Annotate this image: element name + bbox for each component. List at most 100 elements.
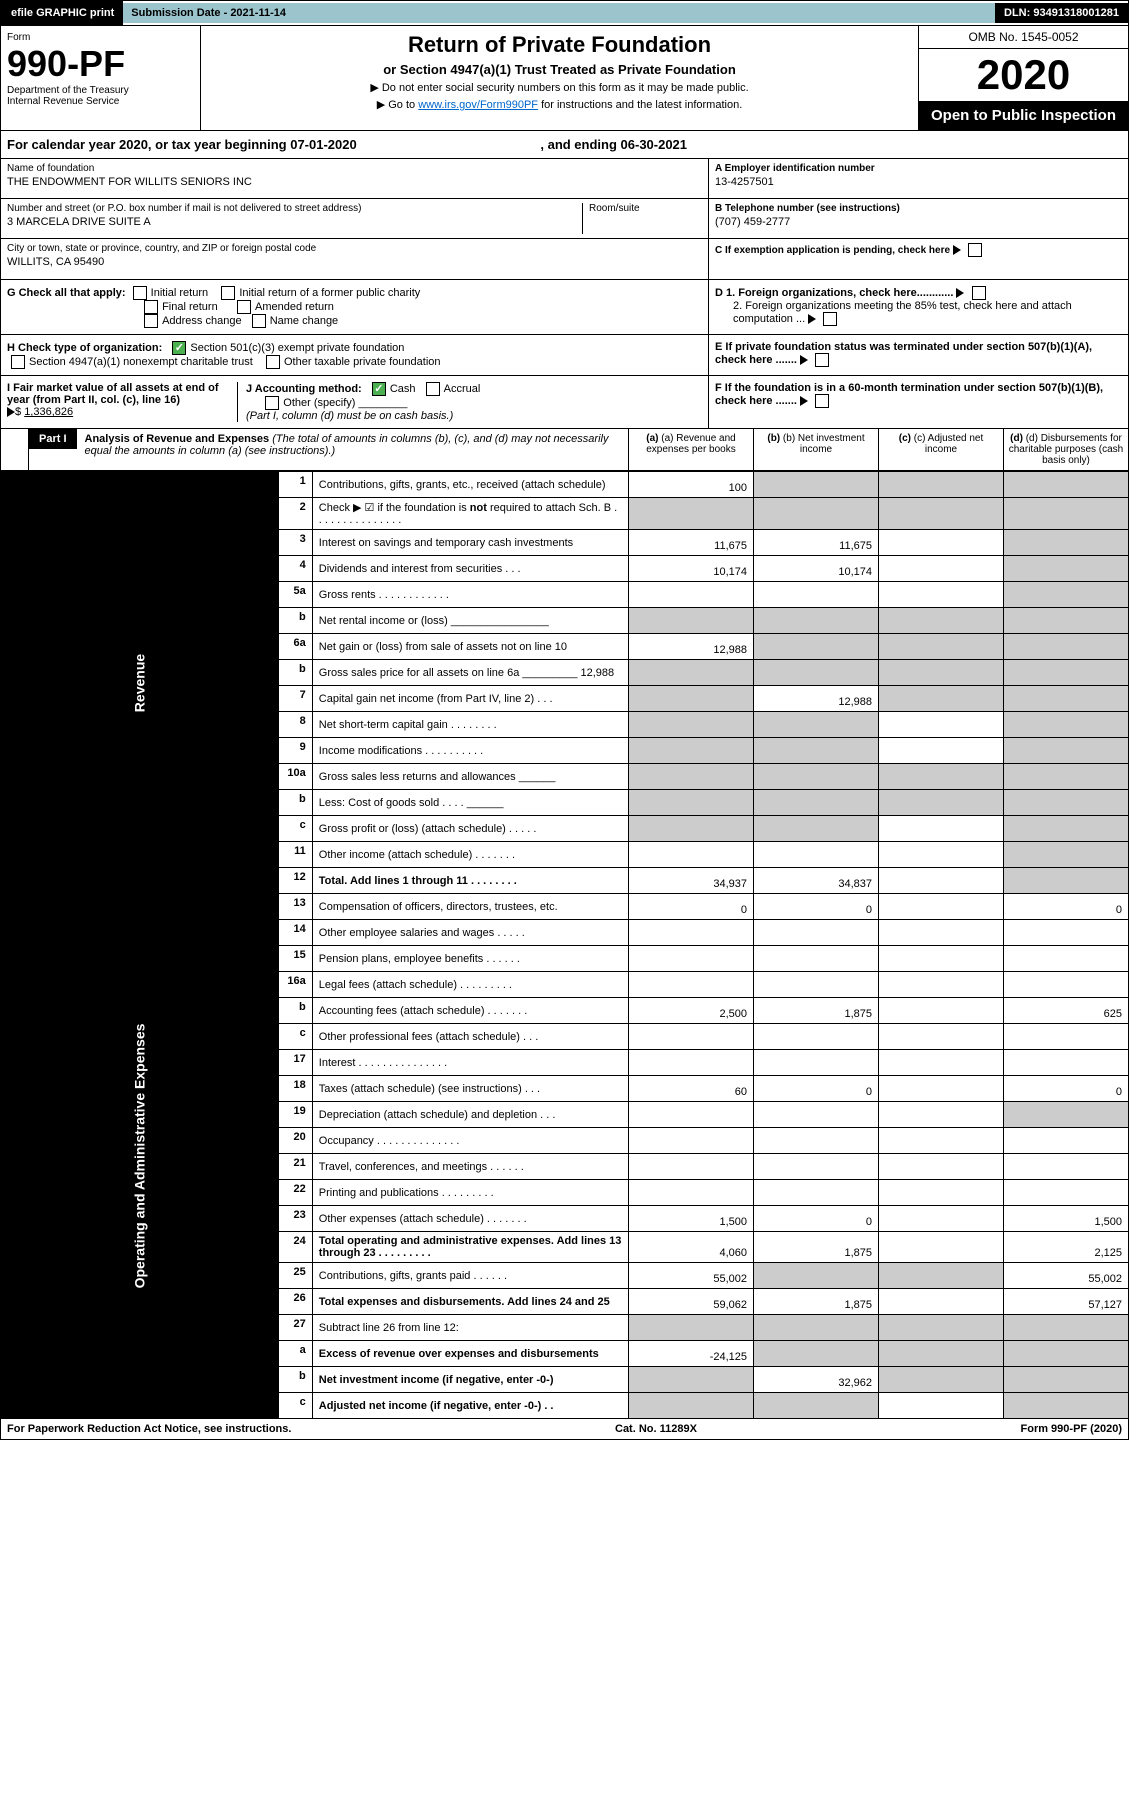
col-c-value xyxy=(879,972,1004,998)
col-a-value: 1,500 xyxy=(629,1206,754,1232)
row-number: a xyxy=(278,1341,312,1367)
j-accrual-checkbox[interactable] xyxy=(426,382,440,396)
h-other-checkbox[interactable] xyxy=(266,355,280,369)
col-d-value xyxy=(1004,582,1129,608)
name-label: Name of foundation xyxy=(7,163,702,174)
g-initial-former-checkbox[interactable] xyxy=(221,286,235,300)
row-desc: Total expenses and disbursements. Add li… xyxy=(312,1289,628,1315)
col-a-value xyxy=(629,764,754,790)
col-c-value xyxy=(879,816,1004,842)
col-a-value xyxy=(629,816,754,842)
j-cash-label: Cash xyxy=(390,383,416,395)
form-right-block: OMB No. 1545-0052 2020 Open to Public In… xyxy=(918,26,1128,130)
arrow-icon xyxy=(7,407,15,417)
g-opt-4: Address change xyxy=(162,315,242,327)
table-row: Revenue1Contributions, gifts, grants, et… xyxy=(1,472,1129,498)
d2-checkbox[interactable] xyxy=(823,312,837,326)
col-d-value xyxy=(1004,498,1129,530)
e-label: E If private foundation status was termi… xyxy=(715,341,1092,366)
col-c-value xyxy=(879,1289,1004,1315)
col-b-value xyxy=(754,1154,879,1180)
row-number: 24 xyxy=(278,1232,312,1263)
g-final-checkbox[interactable] xyxy=(144,300,158,314)
open-public-label: Open to Public Inspection xyxy=(919,101,1128,130)
h-label: H Check type of organization: xyxy=(7,342,162,354)
col-a-value xyxy=(629,712,754,738)
d1-checkbox[interactable] xyxy=(972,286,986,300)
col-a-value: 10,174 xyxy=(629,556,754,582)
row-desc: Accounting fees (attach schedule) . . . … xyxy=(312,998,628,1024)
col-a-value: 11,675 xyxy=(629,530,754,556)
row-number: c xyxy=(278,1024,312,1050)
calendar-year-row: For calendar year 2020, or tax year begi… xyxy=(0,131,1129,159)
h-opt-2: Section 4947(a)(1) nonexempt charitable … xyxy=(29,356,253,368)
col-c-value xyxy=(879,1180,1004,1206)
c-cell: C If exemption application is pending, c… xyxy=(709,239,1128,279)
row-number: c xyxy=(278,1393,312,1419)
col-d-value xyxy=(1004,816,1129,842)
g-name-checkbox[interactable] xyxy=(252,314,266,328)
col-d-value xyxy=(1004,472,1129,498)
ein-value: 13-4257501 xyxy=(715,176,1122,188)
j-other-checkbox[interactable] xyxy=(265,396,279,410)
col-a-header: (a) (a) Revenue and expenses per books xyxy=(628,429,753,470)
form-link[interactable]: www.irs.gov/Form990PF xyxy=(418,99,538,111)
col-d-value: 0 xyxy=(1004,894,1129,920)
col-d-value xyxy=(1004,686,1129,712)
col-b-value: 0 xyxy=(754,1076,879,1102)
phone-value: (707) 459-2777 xyxy=(715,216,1122,228)
city-cell: City or town, state or province, country… xyxy=(1,239,708,279)
c-checkbox[interactable] xyxy=(968,243,982,257)
row-desc: Contributions, gifts, grants, etc., rece… xyxy=(312,472,628,498)
row-desc: Total operating and administrative expen… xyxy=(312,1232,628,1263)
col-c-value xyxy=(879,1050,1004,1076)
col-c-value xyxy=(879,608,1004,634)
row-number: 13 xyxy=(278,894,312,920)
col-a-value xyxy=(629,1180,754,1206)
g-opt-3: Amended return xyxy=(255,301,334,313)
col-b-value xyxy=(754,738,879,764)
row-desc: Legal fees (attach schedule) . . . . . .… xyxy=(312,972,628,998)
col-b-value xyxy=(754,920,879,946)
col-a-value xyxy=(629,498,754,530)
col-b-value xyxy=(754,842,879,868)
row-number: 4 xyxy=(278,556,312,582)
g-initial-checkbox[interactable] xyxy=(133,286,147,300)
phone-label: B Telephone number (see instructions) xyxy=(715,203,1122,214)
col-b-value: 1,875 xyxy=(754,1232,879,1263)
submission-date: Submission Date - 2021-11-14 xyxy=(123,3,996,23)
row-number: 10a xyxy=(278,764,312,790)
top-bar: efile GRAPHIC print Submission Date - 20… xyxy=(0,0,1129,26)
h-501c3-checkbox[interactable] xyxy=(172,341,186,355)
col-c-value xyxy=(879,712,1004,738)
row-desc: Excess of revenue over expenses and disb… xyxy=(312,1341,628,1367)
row-desc: Depreciation (attach schedule) and deple… xyxy=(312,1102,628,1128)
g-amended-checkbox[interactable] xyxy=(237,300,251,314)
form-subtitle: or Section 4947(a)(1) Trust Treated as P… xyxy=(207,62,912,77)
col-b-value xyxy=(754,1102,879,1128)
g-address-checkbox[interactable] xyxy=(144,314,158,328)
col-c-value xyxy=(879,634,1004,660)
f-checkbox[interactable] xyxy=(815,394,829,408)
col-a-value xyxy=(629,660,754,686)
row-number: 1 xyxy=(278,472,312,498)
col-b-value xyxy=(754,712,879,738)
j-cash-checkbox[interactable] xyxy=(372,382,386,396)
row-desc: Net gain or (loss) from sale of assets n… xyxy=(312,634,628,660)
h-4947-checkbox[interactable] xyxy=(11,355,25,369)
col-d-text: (d) Disbursements for charitable purpose… xyxy=(1009,433,1124,466)
col-a-value xyxy=(629,920,754,946)
e-checkbox[interactable] xyxy=(815,353,829,367)
row-number: b xyxy=(278,1367,312,1393)
row-number: 21 xyxy=(278,1154,312,1180)
col-c-value xyxy=(879,946,1004,972)
arrow-icon xyxy=(956,288,964,298)
col-c-value xyxy=(879,894,1004,920)
irs-label: Internal Revenue Service xyxy=(7,96,194,107)
col-d-value: 0 xyxy=(1004,1076,1129,1102)
col-b-value xyxy=(754,1050,879,1076)
row-desc: Total. Add lines 1 through 11 . . . . . … xyxy=(312,868,628,894)
efile-print-button[interactable]: efile GRAPHIC print xyxy=(1,1,123,25)
col-b-value: 0 xyxy=(754,1206,879,1232)
row-desc: Other income (attach schedule) . . . . .… xyxy=(312,842,628,868)
